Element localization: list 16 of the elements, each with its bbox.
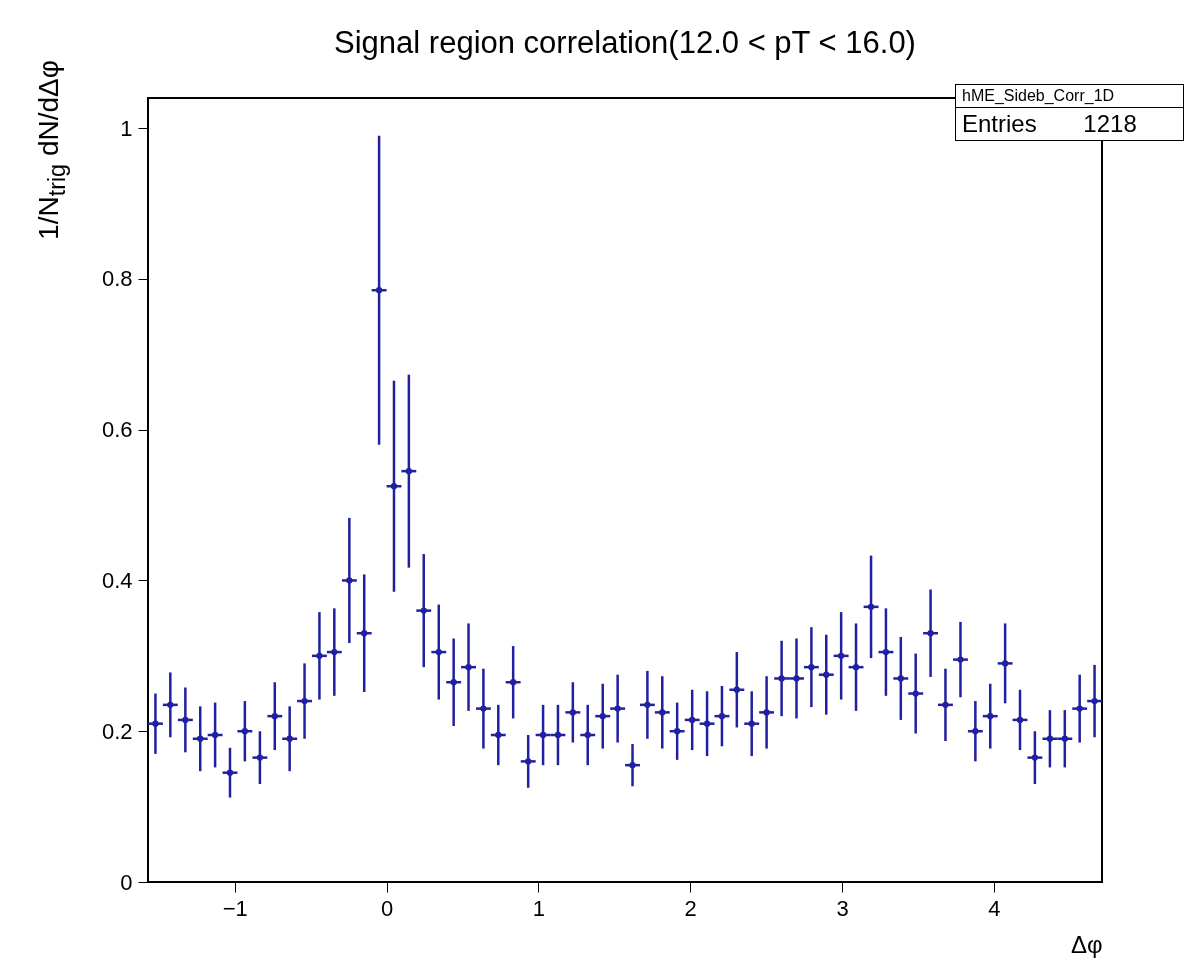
y-tick-label: 0.4 xyxy=(101,567,133,593)
y-tick-label: 1 xyxy=(120,115,133,141)
x-tick-label: 1 xyxy=(532,895,545,921)
y-tick-label: 0.2 xyxy=(101,718,133,744)
x-axis-title: Δφ xyxy=(1070,930,1103,958)
x-tick-label: 3 xyxy=(836,895,849,921)
y-tick-label: 0.8 xyxy=(101,266,133,292)
x-tick-label: 0 xyxy=(380,895,394,921)
x-tick-label: −1 xyxy=(222,895,248,921)
annotation: Entries 1218 xyxy=(961,109,1138,139)
annotation: hME_Sideb_Corr_1D xyxy=(956,85,1183,108)
x-tick-label: 4 xyxy=(988,895,1001,921)
chart-title: Signal region correlation(12.0 < pT < 16.0) xyxy=(334,25,916,60)
x-tick-label: 2 xyxy=(684,895,697,921)
y-tick-label: 0.6 xyxy=(101,417,133,443)
y-tick-label: 0 xyxy=(120,869,133,895)
